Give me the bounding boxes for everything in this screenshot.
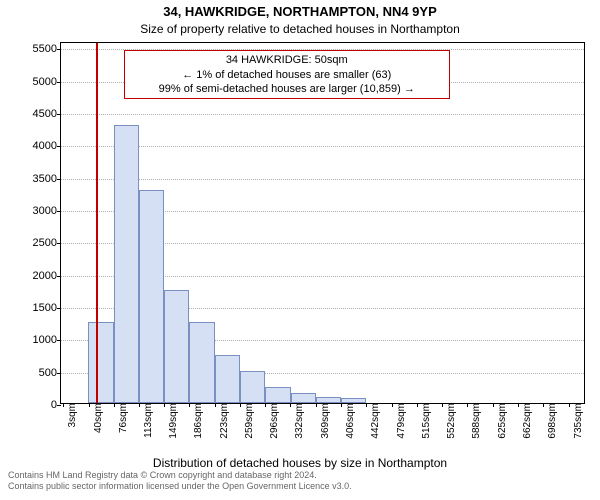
y-tick-label: 1500: [33, 302, 61, 314]
x-axis-label: Distribution of detached houses by size …: [0, 456, 600, 470]
x-tick-label: 588sqm: [467, 403, 482, 439]
histogram-bar: [265, 387, 290, 403]
grid-line: [61, 179, 584, 180]
x-tick-label: 186sqm: [189, 403, 204, 439]
y-tick-label: 1000: [33, 334, 61, 346]
y-tick-label: 2000: [33, 270, 61, 282]
y-tick-label: 4500: [33, 108, 61, 120]
x-tick-label: 515sqm: [417, 403, 432, 439]
grid-line: [61, 146, 584, 147]
subtitle: Size of property relative to detached ho…: [0, 22, 600, 36]
histogram-bar: [139, 190, 164, 403]
annotation-line2: ← 1% of detached houses are smaller (63): [131, 68, 443, 82]
x-tick-label: 369sqm: [316, 403, 331, 439]
x-tick-label: 735sqm: [569, 403, 584, 439]
x-tick-label: 296sqm: [265, 403, 280, 439]
histogram-bar: [215, 355, 240, 403]
x-tick-label: 223sqm: [215, 403, 230, 439]
x-tick-label: 442sqm: [366, 403, 381, 439]
x-tick-label: 3sqm: [63, 403, 78, 427]
x-tick-label: 406sqm: [341, 403, 356, 439]
histogram-bar: [291, 393, 316, 403]
y-tick-label: 500: [39, 367, 61, 379]
histogram-bar: [189, 322, 214, 403]
annotation-line1: 34 HAWKRIDGE: 50sqm: [131, 53, 443, 67]
grid-line: [61, 114, 584, 115]
x-tick-label: 698sqm: [543, 403, 558, 439]
y-tick-label: 5500: [33, 43, 61, 55]
x-tick-label: 40sqm: [89, 403, 104, 433]
annotation-line3: 99% of semi-detached houses are larger (…: [131, 82, 443, 96]
annotation-box: 34 HAWKRIDGE: 50sqm← 1% of detached hous…: [124, 50, 450, 99]
x-tick-label: 662sqm: [518, 403, 533, 439]
y-tick-label: 3500: [33, 173, 61, 185]
footer-attribution: Contains HM Land Registry data © Crown c…: [8, 470, 352, 492]
y-tick-label: 2500: [33, 237, 61, 249]
x-tick-label: 76sqm: [114, 403, 129, 433]
x-tick-label: 332sqm: [290, 403, 305, 439]
page-title: 34, HAWKRIDGE, NORTHAMPTON, NN4 9YP: [0, 4, 600, 19]
y-tick-label: 4000: [33, 140, 61, 152]
x-tick-label: 113sqm: [139, 403, 154, 438]
chart-panel: 0500100015002000250030003500400045005000…: [60, 42, 585, 404]
footer-line: Contains public sector information licen…: [8, 481, 352, 492]
y-tick-label: 0: [51, 399, 61, 411]
histogram-bar: [114, 125, 139, 403]
y-tick-label: 3000: [33, 205, 61, 217]
y-tick-label: 5000: [33, 76, 61, 88]
footer-line: Contains HM Land Registry data © Crown c…: [8, 470, 352, 481]
x-tick-label: 259sqm: [240, 403, 255, 439]
histogram-bar: [88, 322, 113, 403]
x-tick-label: 625sqm: [493, 403, 508, 439]
x-tick-label: 552sqm: [442, 403, 457, 439]
property-marker-line: [96, 43, 98, 403]
x-tick-label: 149sqm: [164, 403, 179, 439]
x-tick-label: 479sqm: [392, 403, 407, 439]
histogram-bar: [240, 371, 265, 403]
histogram-bar: [164, 290, 189, 403]
